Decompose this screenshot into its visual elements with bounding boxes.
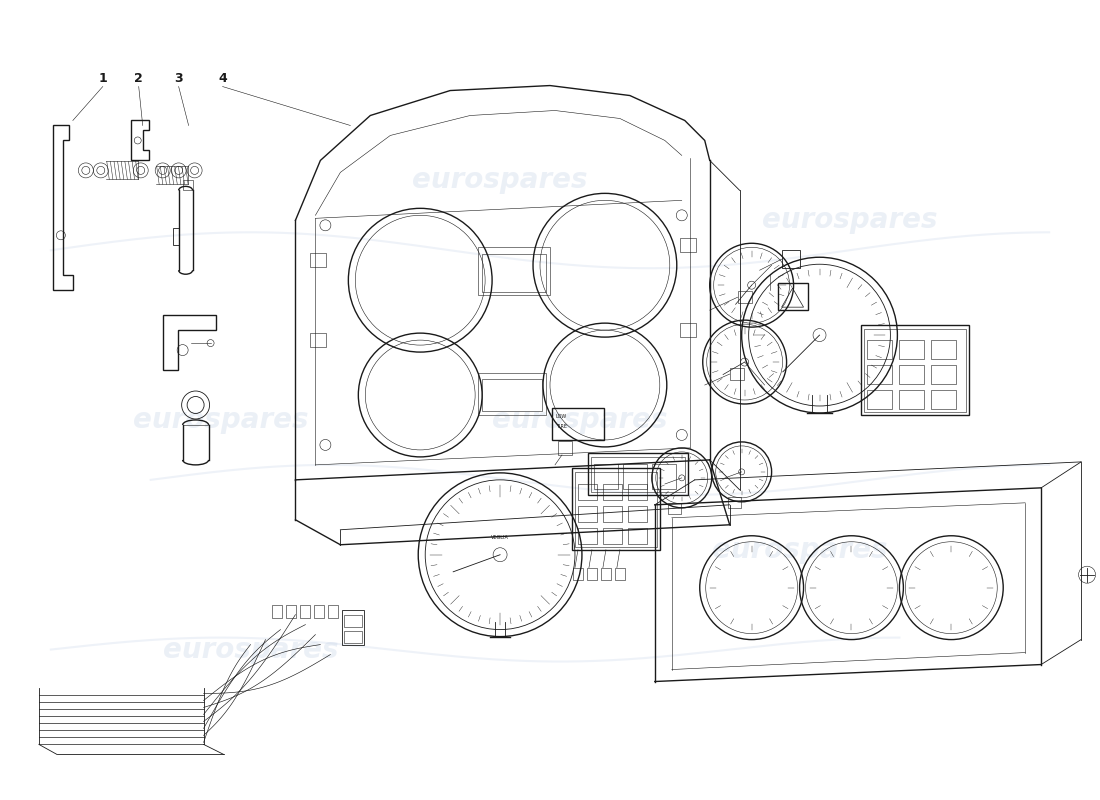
Bar	[310, 333, 327, 347]
Bar	[932, 390, 956, 409]
Text: eurospares: eurospares	[133, 406, 308, 434]
Bar	[738, 291, 751, 303]
Bar	[342, 610, 364, 645]
Bar	[932, 365, 956, 384]
Text: eurospares: eurospares	[412, 166, 587, 194]
Text: LOW: LOW	[556, 414, 568, 419]
Bar	[680, 323, 695, 337]
Bar	[861, 325, 969, 415]
Bar	[594, 464, 618, 489]
Bar	[628, 506, 647, 522]
Bar	[286, 605, 296, 618]
Bar	[868, 340, 892, 359]
Bar	[668, 503, 681, 514]
Bar	[478, 373, 546, 415]
Bar	[329, 605, 339, 618]
Bar	[572, 468, 660, 550]
Bar	[603, 484, 622, 500]
Bar	[615, 568, 625, 580]
Text: VEGLIA: VEGLIA	[491, 535, 509, 540]
Bar	[932, 340, 956, 359]
Bar	[344, 630, 362, 642]
Bar	[575, 472, 657, 546]
Text: eurospares: eurospares	[492, 406, 668, 434]
Bar	[778, 283, 807, 310]
Text: eurospares: eurospares	[761, 206, 937, 234]
Bar	[573, 568, 583, 580]
Bar	[628, 484, 647, 500]
Bar	[900, 340, 924, 359]
Text: eurospares: eurospares	[163, 635, 339, 663]
Bar	[482, 254, 546, 292]
Bar	[591, 457, 685, 492]
Text: eurospares: eurospares	[712, 536, 888, 564]
Bar	[868, 390, 892, 409]
Bar	[344, 614, 362, 626]
Text: TIRE: TIRE	[556, 425, 566, 430]
Bar	[728, 497, 740, 508]
Text: 1: 1	[98, 72, 107, 85]
Bar	[578, 484, 597, 500]
Bar	[623, 464, 647, 489]
Bar	[578, 506, 597, 522]
Text: 2: 2	[134, 72, 143, 85]
Bar	[680, 238, 695, 252]
Bar	[552, 408, 604, 440]
Bar	[603, 506, 622, 522]
Bar	[900, 365, 924, 384]
Bar	[603, 528, 622, 544]
Bar	[868, 365, 892, 384]
Bar	[729, 368, 744, 380]
Bar	[482, 379, 542, 411]
Bar	[315, 605, 324, 618]
Bar	[652, 464, 675, 489]
Bar	[865, 329, 966, 412]
Bar	[300, 605, 310, 618]
Bar	[273, 605, 283, 618]
Text: 4: 4	[218, 72, 227, 85]
Bar	[628, 528, 647, 544]
Bar	[558, 441, 572, 455]
Bar	[478, 247, 550, 295]
Bar	[601, 568, 610, 580]
Text: 3: 3	[174, 72, 183, 85]
Bar	[310, 254, 327, 267]
Bar	[900, 390, 924, 409]
Bar	[587, 568, 597, 580]
Bar	[578, 528, 597, 544]
Bar	[782, 250, 800, 268]
Bar	[183, 180, 192, 190]
Bar	[587, 453, 688, 495]
